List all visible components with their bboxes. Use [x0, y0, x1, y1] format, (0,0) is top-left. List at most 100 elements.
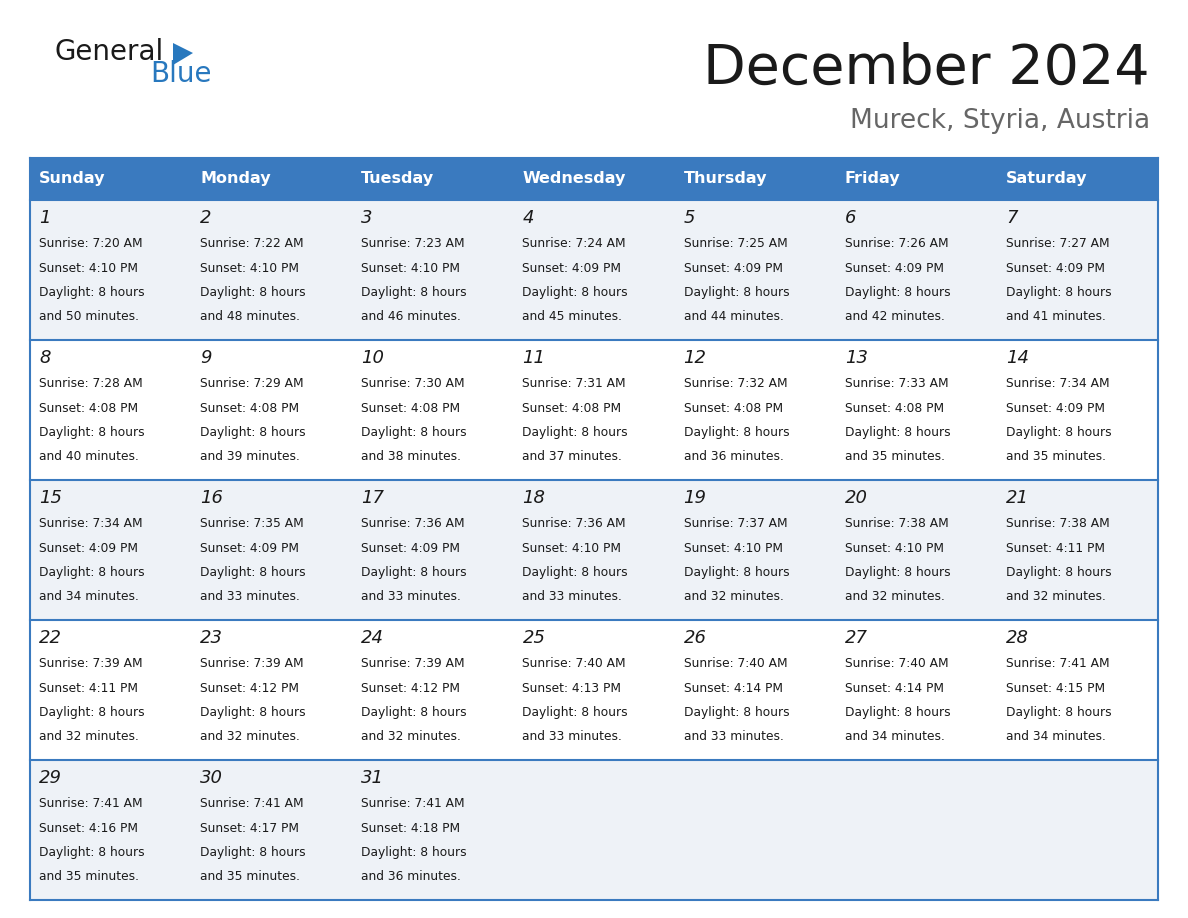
Bar	[30, 158, 191, 200]
Text: Sunset: 4:12 PM: Sunset: 4:12 PM	[200, 681, 299, 695]
Text: 20: 20	[845, 489, 867, 507]
Bar	[513, 760, 675, 900]
Text: and 32 minutes.: and 32 minutes.	[845, 590, 944, 603]
Text: and 42 minutes.: and 42 minutes.	[845, 310, 944, 323]
Bar	[353, 340, 513, 480]
Text: Daylight: 8 hours: Daylight: 8 hours	[200, 706, 305, 719]
Text: 23: 23	[200, 629, 223, 647]
Text: Sunrise: 7:40 AM: Sunrise: 7:40 AM	[523, 657, 626, 670]
Text: Sunrise: 7:38 AM: Sunrise: 7:38 AM	[1006, 517, 1110, 530]
Bar	[191, 340, 353, 480]
Text: 3: 3	[361, 209, 373, 227]
Text: Daylight: 8 hours: Daylight: 8 hours	[845, 706, 950, 719]
Bar	[191, 760, 353, 900]
Text: Daylight: 8 hours: Daylight: 8 hours	[683, 566, 789, 579]
Text: Sunrise: 7:39 AM: Sunrise: 7:39 AM	[39, 657, 143, 670]
Text: and 38 minutes.: and 38 minutes.	[361, 451, 461, 464]
Text: 1: 1	[39, 209, 51, 227]
Bar	[513, 340, 675, 480]
Text: 2: 2	[200, 209, 211, 227]
Text: 24: 24	[361, 629, 384, 647]
Text: Sunrise: 7:33 AM: Sunrise: 7:33 AM	[845, 377, 948, 390]
Text: Sunrise: 7:25 AM: Sunrise: 7:25 AM	[683, 237, 788, 250]
Text: and 32 minutes.: and 32 minutes.	[361, 731, 461, 744]
Text: and 36 minutes.: and 36 minutes.	[683, 451, 783, 464]
Bar	[513, 620, 675, 760]
Text: Daylight: 8 hours: Daylight: 8 hours	[683, 706, 789, 719]
Text: and 33 minutes.: and 33 minutes.	[361, 590, 461, 603]
Polygon shape	[173, 43, 192, 65]
Text: Sunrise: 7:41 AM: Sunrise: 7:41 AM	[200, 797, 304, 810]
Text: and 32 minutes.: and 32 minutes.	[39, 731, 139, 744]
Text: 21: 21	[1006, 489, 1029, 507]
Text: Daylight: 8 hours: Daylight: 8 hours	[523, 426, 628, 439]
Text: December 2024: December 2024	[703, 42, 1150, 96]
Text: and 33 minutes.: and 33 minutes.	[523, 731, 623, 744]
Text: 25: 25	[523, 629, 545, 647]
Text: and 33 minutes.: and 33 minutes.	[683, 731, 783, 744]
Text: and 36 minutes.: and 36 minutes.	[361, 870, 461, 883]
Text: Sunrise: 7:28 AM: Sunrise: 7:28 AM	[39, 377, 143, 390]
Bar	[675, 480, 835, 620]
Bar	[353, 200, 513, 340]
Text: Sunrise: 7:23 AM: Sunrise: 7:23 AM	[361, 237, 465, 250]
Bar	[835, 480, 997, 620]
Bar	[353, 158, 513, 200]
Text: Sunset: 4:10 PM: Sunset: 4:10 PM	[845, 542, 943, 554]
Text: and 33 minutes.: and 33 minutes.	[200, 590, 301, 603]
Text: Tuesday: Tuesday	[361, 172, 435, 186]
Text: Sunset: 4:11 PM: Sunset: 4:11 PM	[39, 681, 138, 695]
Bar	[513, 200, 675, 340]
Text: Daylight: 8 hours: Daylight: 8 hours	[39, 846, 145, 859]
Bar	[675, 760, 835, 900]
Text: and 35 minutes.: and 35 minutes.	[200, 870, 301, 883]
Text: 13: 13	[845, 349, 867, 367]
Text: Daylight: 8 hours: Daylight: 8 hours	[845, 286, 950, 299]
Text: 11: 11	[523, 349, 545, 367]
Text: and 32 minutes.: and 32 minutes.	[683, 590, 783, 603]
Text: Sunrise: 7:31 AM: Sunrise: 7:31 AM	[523, 377, 626, 390]
Text: Daylight: 8 hours: Daylight: 8 hours	[39, 286, 145, 299]
Text: 17: 17	[361, 489, 384, 507]
Bar	[997, 158, 1158, 200]
Bar	[191, 158, 353, 200]
Text: Daylight: 8 hours: Daylight: 8 hours	[1006, 426, 1112, 439]
Text: 27: 27	[845, 629, 867, 647]
Text: 9: 9	[200, 349, 211, 367]
Text: Sunset: 4:16 PM: Sunset: 4:16 PM	[39, 822, 138, 834]
Text: 31: 31	[361, 769, 384, 787]
Text: Sunset: 4:09 PM: Sunset: 4:09 PM	[1006, 262, 1105, 274]
Text: Daylight: 8 hours: Daylight: 8 hours	[523, 566, 628, 579]
Text: Sunset: 4:09 PM: Sunset: 4:09 PM	[523, 262, 621, 274]
Text: Thursday: Thursday	[683, 172, 767, 186]
Text: and 40 minutes.: and 40 minutes.	[39, 451, 139, 464]
Bar	[997, 480, 1158, 620]
Bar	[353, 760, 513, 900]
Text: Monday: Monday	[200, 172, 271, 186]
Text: and 48 minutes.: and 48 minutes.	[200, 310, 301, 323]
Text: and 44 minutes.: and 44 minutes.	[683, 310, 783, 323]
Bar	[30, 340, 191, 480]
Bar	[675, 200, 835, 340]
Text: Sunrise: 7:22 AM: Sunrise: 7:22 AM	[200, 237, 304, 250]
Text: 5: 5	[683, 209, 695, 227]
Text: 18: 18	[523, 489, 545, 507]
Bar	[675, 158, 835, 200]
Text: and 32 minutes.: and 32 minutes.	[200, 731, 301, 744]
Text: 19: 19	[683, 489, 707, 507]
Text: Daylight: 8 hours: Daylight: 8 hours	[523, 706, 628, 719]
Text: Sunrise: 7:39 AM: Sunrise: 7:39 AM	[361, 657, 465, 670]
Text: Sunset: 4:08 PM: Sunset: 4:08 PM	[683, 401, 783, 415]
Text: Daylight: 8 hours: Daylight: 8 hours	[845, 566, 950, 579]
Text: and 45 minutes.: and 45 minutes.	[523, 310, 623, 323]
Text: and 32 minutes.: and 32 minutes.	[1006, 590, 1106, 603]
Text: 7: 7	[1006, 209, 1017, 227]
Text: Sunrise: 7:39 AM: Sunrise: 7:39 AM	[200, 657, 304, 670]
Text: and 46 minutes.: and 46 minutes.	[361, 310, 461, 323]
Text: and 35 minutes.: and 35 minutes.	[845, 451, 944, 464]
Text: 12: 12	[683, 349, 707, 367]
Text: Daylight: 8 hours: Daylight: 8 hours	[39, 706, 145, 719]
Text: Friday: Friday	[845, 172, 901, 186]
Text: 4: 4	[523, 209, 533, 227]
Bar	[997, 760, 1158, 900]
